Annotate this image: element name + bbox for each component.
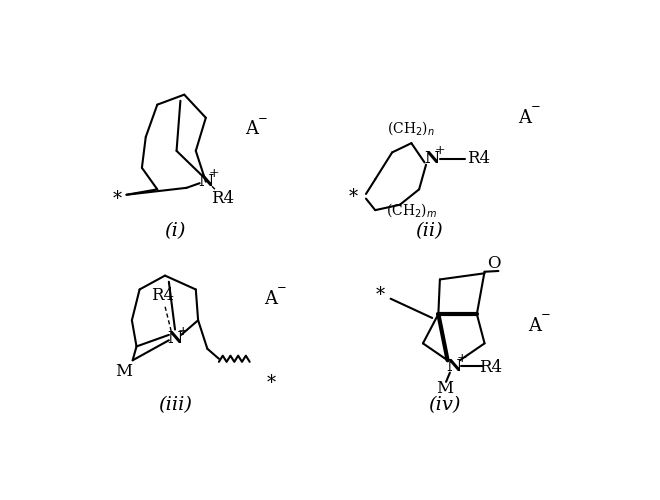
Text: (i): (i) xyxy=(164,222,185,240)
Text: +: + xyxy=(434,144,446,158)
Text: *: * xyxy=(376,286,384,304)
Text: *: * xyxy=(349,188,358,206)
Text: M: M xyxy=(436,380,453,396)
Text: *: * xyxy=(267,374,276,392)
Text: +: + xyxy=(178,324,188,338)
Text: N: N xyxy=(198,173,213,190)
Text: *: * xyxy=(113,190,122,208)
Text: A: A xyxy=(246,120,259,138)
Text: $^{-}$: $^{-}$ xyxy=(257,114,268,132)
Text: +: + xyxy=(208,168,219,180)
Text: +: + xyxy=(456,352,467,366)
Text: (CH$_2$)$_n$: (CH$_2$)$_n$ xyxy=(387,119,436,136)
Text: R4: R4 xyxy=(211,190,234,207)
Text: (CH$_2$)$_m$: (CH$_2$)$_m$ xyxy=(386,201,437,219)
Text: M: M xyxy=(115,364,132,380)
Text: $^{-}$: $^{-}$ xyxy=(540,311,550,328)
Text: R4: R4 xyxy=(151,287,174,304)
Text: R4: R4 xyxy=(479,360,502,376)
Text: N: N xyxy=(168,330,183,347)
Text: A: A xyxy=(528,316,541,334)
Text: $^{-}$: $^{-}$ xyxy=(276,284,286,301)
Text: R4: R4 xyxy=(467,150,490,167)
Text: (ii): (ii) xyxy=(415,222,443,240)
Text: $^{-}$: $^{-}$ xyxy=(530,103,541,120)
Text: O: O xyxy=(487,255,500,272)
Text: (iv): (iv) xyxy=(428,396,461,414)
Text: N: N xyxy=(446,358,461,375)
Text: (iii): (iii) xyxy=(158,396,192,414)
Text: N: N xyxy=(424,150,440,167)
Text: A: A xyxy=(264,290,277,308)
Text: A: A xyxy=(518,109,531,126)
